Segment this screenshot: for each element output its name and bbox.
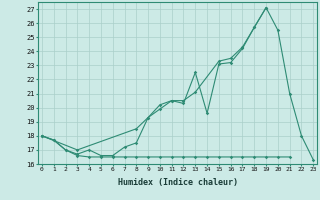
X-axis label: Humidex (Indice chaleur): Humidex (Indice chaleur) [118,178,238,187]
